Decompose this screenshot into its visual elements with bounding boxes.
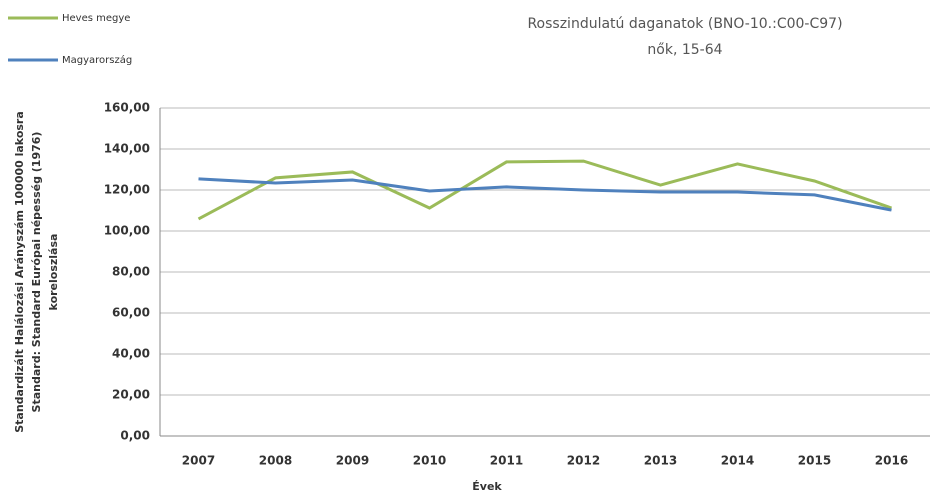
x-tick-label: 2010 [413,454,446,468]
series-line [197,159,892,221]
legend-label: Magyarország [62,54,132,66]
y-tick-label: 60,00 [112,306,150,320]
chart-title: Rosszindulatú daganatok (BNO-10.:C00-C97… [527,16,842,32]
x-axis-label: Évek [472,480,502,493]
x-tick-label: 2007 [182,454,215,468]
x-tick-label: 2015 [798,454,831,468]
x-tick-label: 2011 [490,454,523,468]
x-tick-label: 2014 [721,454,754,468]
y-axis-label: Standardizált Halálozási Arányszám 10000… [13,111,26,433]
series-line [198,177,892,212]
y-tick-label: 0,00 [120,429,150,443]
x-tick-label: 2016 [875,454,908,468]
y-tick-label: 20,00 [112,388,150,402]
x-tick-label: 2012 [567,454,600,468]
legend-label: Heves megye [62,13,130,24]
chart-subtitle: nők, 15-64 [647,42,722,58]
y-tick-label: 100,00 [104,224,150,238]
y-tick-label: 120,00 [104,183,150,197]
y-axis-label: Standard: Standard Európai népesség (197… [30,132,43,413]
y-tick-label: 140,00 [104,142,150,156]
x-tick-label: 2008 [259,454,292,468]
y-tick-label: 80,00 [112,265,150,279]
y-tick-label: 40,00 [112,347,150,361]
y-tick-label: 160,00 [104,101,150,115]
x-tick-label: 2009 [336,454,369,468]
x-tick-label: 2013 [644,454,677,468]
y-axis-label: koreloszlása [47,234,60,311]
